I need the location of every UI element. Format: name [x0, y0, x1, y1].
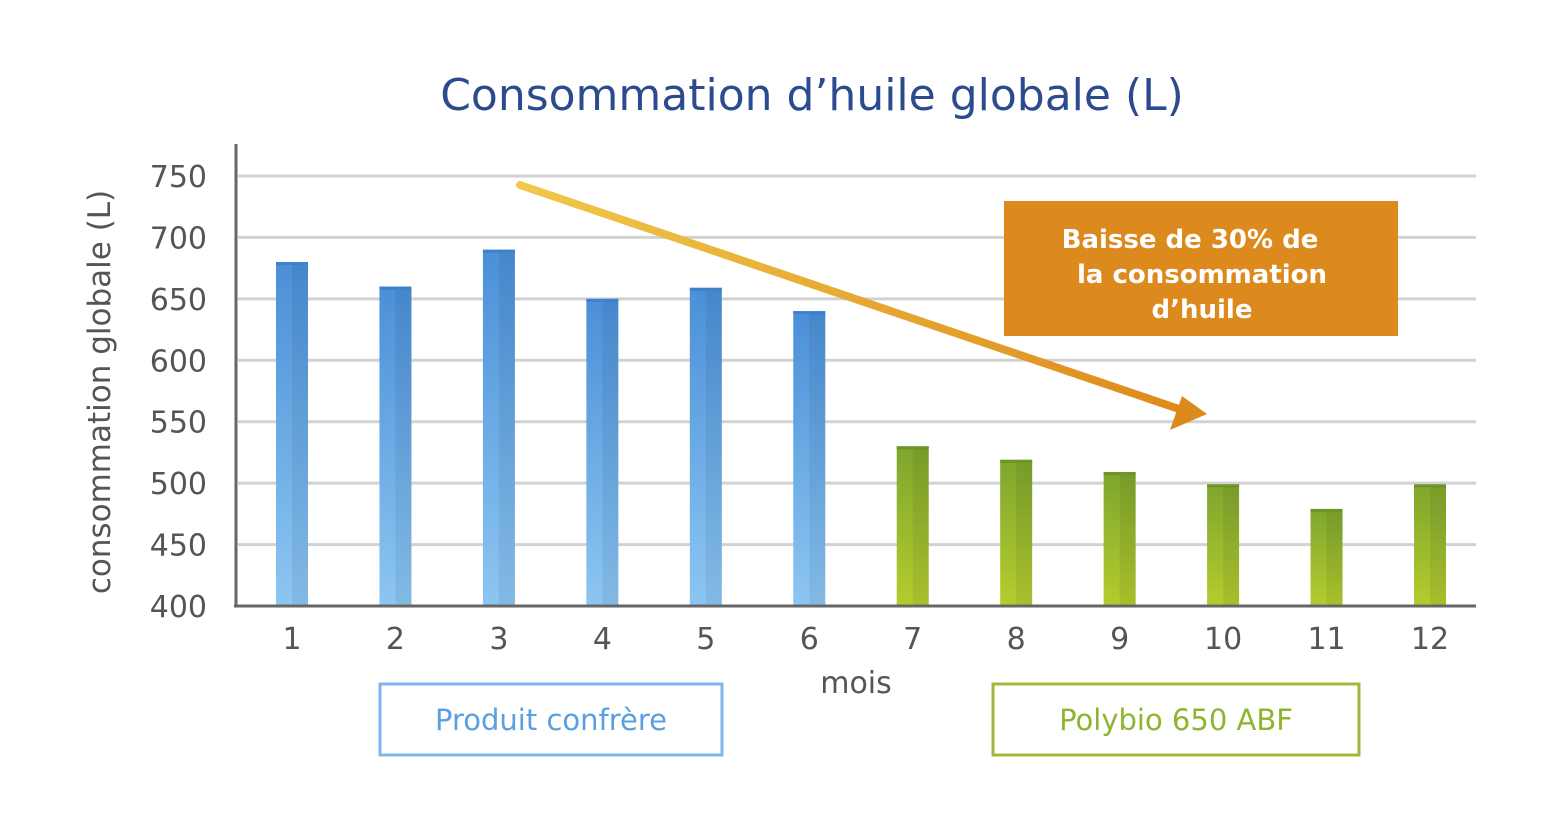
y-tick-label: 500: [150, 467, 207, 502]
legend-produit-confrere: Produit confrère: [378, 682, 724, 757]
bar: [1103, 472, 1136, 606]
bars: [276, 249, 1446, 606]
callout-line-3: d’huile: [1152, 295, 1253, 325]
y-tick-label: 650: [150, 283, 207, 318]
callout-line-1: Baisse de 30% de: [1062, 225, 1319, 255]
x-tick-label: 5: [696, 622, 715, 657]
y-axis-label: consommation globale (L): [82, 190, 118, 594]
bar: [896, 446, 929, 606]
x-tick-label: 1: [282, 622, 301, 657]
y-tick-label: 550: [150, 406, 207, 441]
bar: [793, 311, 826, 606]
legend-label-polybio: Polybio 650 ABF: [1059, 703, 1293, 737]
y-tick-label: 400: [150, 590, 207, 625]
bar: [276, 262, 308, 606]
bar: [379, 286, 412, 606]
bar: [586, 298, 619, 606]
bar: [1000, 459, 1033, 606]
y-tick-label: 750: [150, 160, 207, 195]
y-tick-labels: 400 450 500 550 600 650 700 750: [150, 160, 207, 625]
x-tick-label: 3: [489, 622, 508, 657]
x-tick-label: 12: [1411, 622, 1449, 657]
x-tick-label: 6: [800, 622, 819, 657]
x-tick-label: 7: [903, 622, 922, 657]
trend-arrow: [516, 181, 1207, 430]
bar: [1207, 484, 1240, 606]
reduction-callout: Baisse de 30% de la consommation d’huile: [1004, 201, 1398, 336]
bar: [482, 249, 515, 606]
chart-title: Consommation d’huile globale (L): [440, 70, 1184, 121]
y-tick-label: 700: [150, 221, 207, 256]
x-axis-label: mois: [820, 666, 892, 701]
x-tick-label: 11: [1307, 622, 1345, 657]
y-tick-label: 600: [150, 344, 207, 379]
x-tick-label: 9: [1110, 622, 1129, 657]
legend-polybio: Polybio 650 ABF: [991, 682, 1361, 757]
bar: [689, 287, 722, 606]
bar: [1414, 484, 1446, 606]
x-tick-label: 4: [593, 622, 612, 657]
callout-line-2: la consommation: [1077, 260, 1327, 290]
x-tick-label: 10: [1204, 622, 1242, 657]
x-tick-labels: 1 2 3 4 5 6 7 8 9 10 11 12: [282, 622, 1449, 657]
legend-label-produit-confrere: Produit confrère: [435, 703, 667, 737]
y-tick-label: 450: [150, 529, 207, 564]
x-tick-label: 2: [386, 622, 405, 657]
x-tick-label: 8: [1007, 622, 1026, 657]
bar: [1310, 508, 1343, 606]
